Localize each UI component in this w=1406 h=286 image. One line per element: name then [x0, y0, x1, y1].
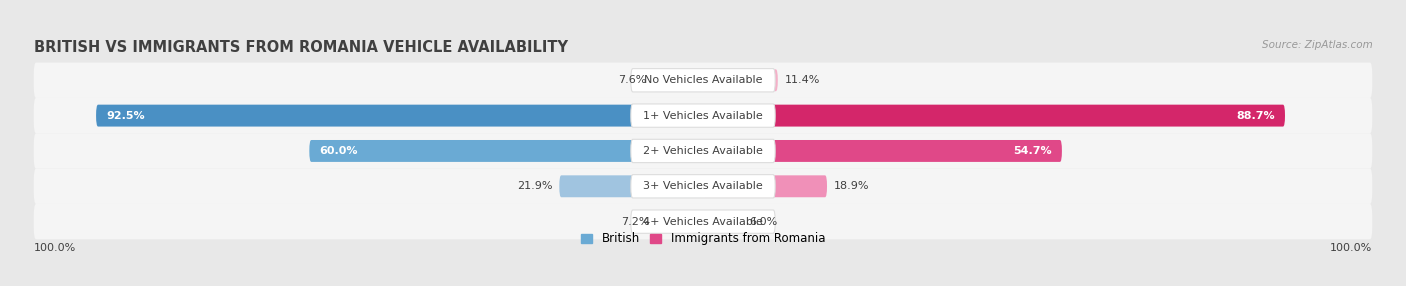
FancyBboxPatch shape	[703, 69, 778, 91]
Text: 88.7%: 88.7%	[1236, 111, 1275, 121]
FancyBboxPatch shape	[34, 63, 1372, 98]
FancyBboxPatch shape	[703, 140, 1062, 162]
Text: 92.5%: 92.5%	[105, 111, 145, 121]
Text: 2+ Vehicles Available: 2+ Vehicles Available	[643, 146, 763, 156]
Text: 21.9%: 21.9%	[517, 181, 553, 191]
FancyBboxPatch shape	[703, 175, 827, 197]
FancyBboxPatch shape	[560, 175, 703, 197]
Text: 100.0%: 100.0%	[34, 243, 76, 253]
FancyBboxPatch shape	[96, 105, 703, 127]
Text: No Vehicles Available: No Vehicles Available	[644, 75, 762, 85]
FancyBboxPatch shape	[34, 98, 1372, 133]
Text: 60.0%: 60.0%	[319, 146, 357, 156]
FancyBboxPatch shape	[654, 69, 703, 91]
Text: 1+ Vehicles Available: 1+ Vehicles Available	[643, 111, 763, 121]
Text: 7.6%: 7.6%	[619, 75, 647, 85]
FancyBboxPatch shape	[631, 104, 775, 127]
FancyBboxPatch shape	[34, 204, 1372, 239]
FancyBboxPatch shape	[34, 133, 1372, 169]
Text: 6.0%: 6.0%	[749, 217, 778, 227]
FancyBboxPatch shape	[703, 211, 742, 233]
Text: 3+ Vehicles Available: 3+ Vehicles Available	[643, 181, 763, 191]
FancyBboxPatch shape	[631, 139, 775, 163]
Text: 18.9%: 18.9%	[834, 181, 869, 191]
FancyBboxPatch shape	[631, 175, 775, 198]
FancyBboxPatch shape	[631, 210, 775, 233]
Text: 11.4%: 11.4%	[785, 75, 820, 85]
FancyBboxPatch shape	[655, 211, 703, 233]
FancyBboxPatch shape	[631, 69, 775, 92]
Text: 4+ Vehicles Available: 4+ Vehicles Available	[643, 217, 763, 227]
FancyBboxPatch shape	[703, 105, 1285, 127]
FancyBboxPatch shape	[34, 169, 1372, 204]
Text: BRITISH VS IMMIGRANTS FROM ROMANIA VEHICLE AVAILABILITY: BRITISH VS IMMIGRANTS FROM ROMANIA VEHIC…	[34, 40, 568, 55]
Text: 100.0%: 100.0%	[1330, 243, 1372, 253]
FancyBboxPatch shape	[309, 140, 703, 162]
Text: Source: ZipAtlas.com: Source: ZipAtlas.com	[1261, 40, 1372, 50]
Text: 54.7%: 54.7%	[1014, 146, 1052, 156]
Text: 7.2%: 7.2%	[620, 217, 650, 227]
Legend: British, Immigrants from Romania: British, Immigrants from Romania	[576, 228, 830, 250]
